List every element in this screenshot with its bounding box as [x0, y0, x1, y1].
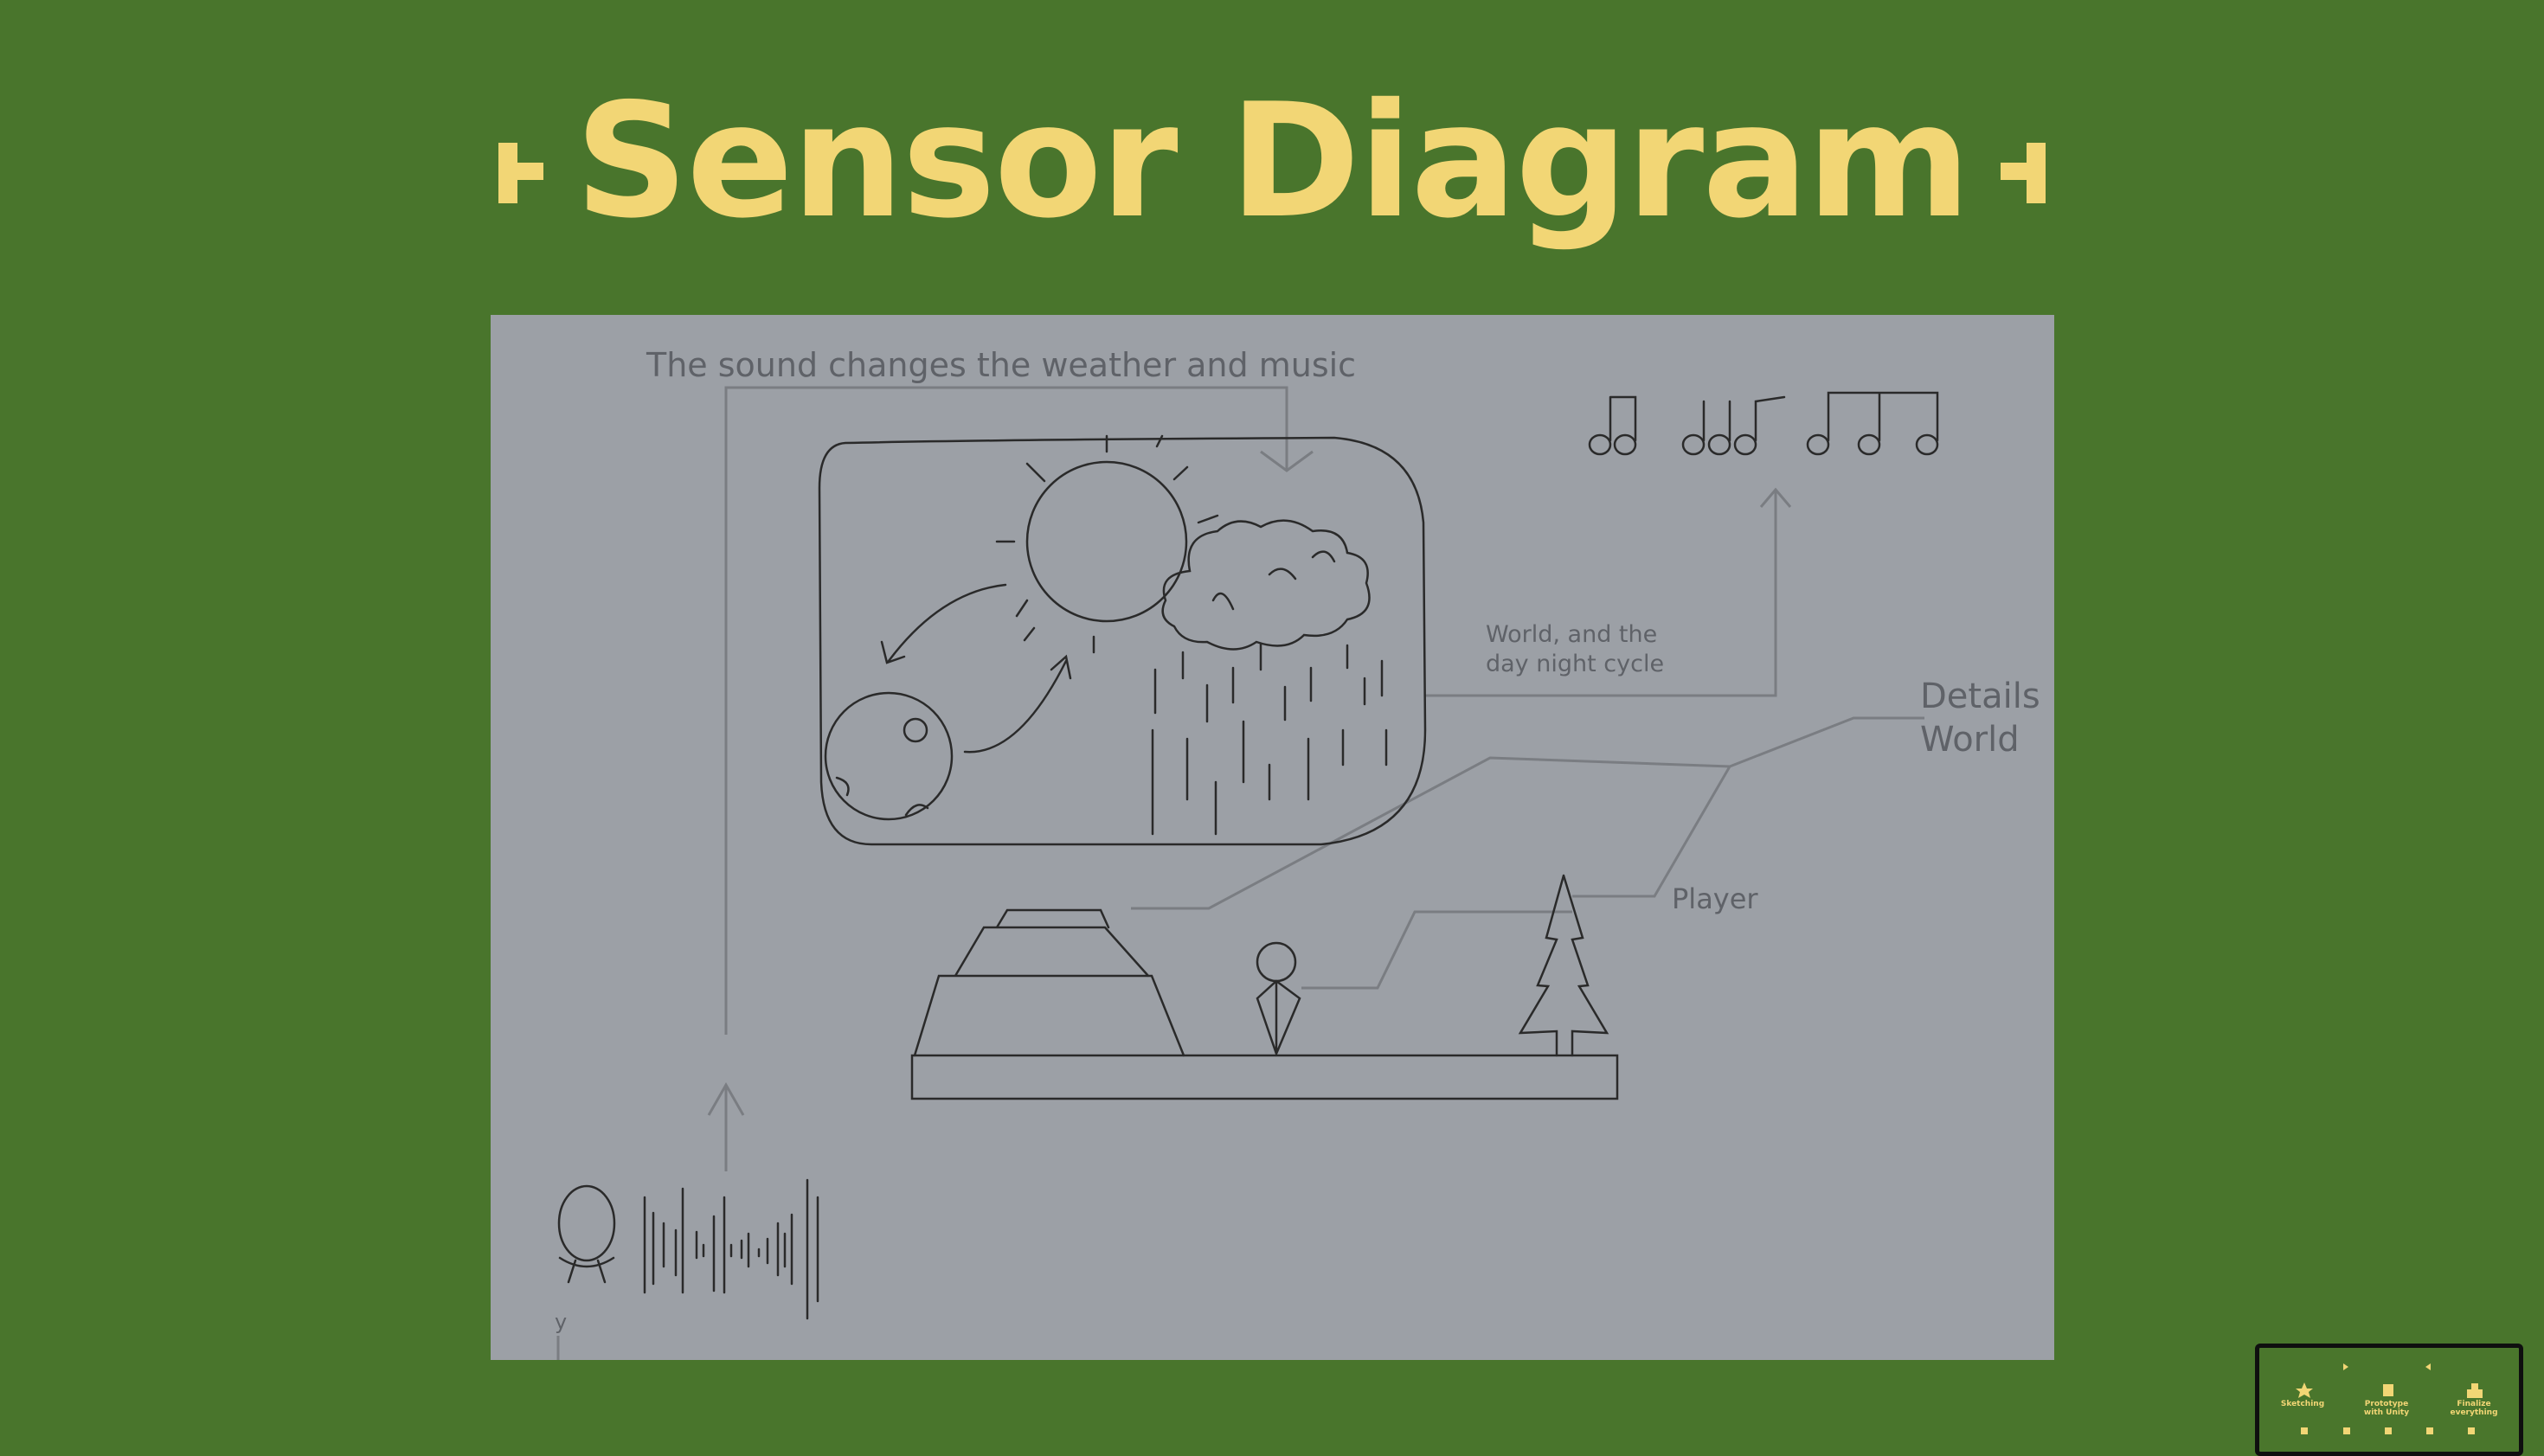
left-deco-icon — [498, 143, 544, 204]
details-connector — [1131, 716, 1924, 910]
slide-thumbnail[interactable]: Sketching Prototype with Unity Finalize … — [2255, 1344, 2523, 1456]
details-connector-2 — [1572, 766, 1731, 898]
building-icon — [913, 908, 1185, 1057]
world-label-line2: day night cycle — [1486, 651, 1665, 677]
sound-arrow-head — [1260, 450, 1314, 472]
microphone-icon — [557, 1184, 616, 1284]
thumbnail-item-sketching: Sketching — [2280, 1400, 2325, 1408]
sketch-drawing — [556, 386, 1939, 1360]
thumbnail-item-prototype: Prototype with Unity — [2363, 1400, 2410, 1417]
music-connector — [1425, 487, 1792, 697]
sun-icon — [1025, 460, 1188, 623]
player-label: Player — [1672, 882, 1758, 915]
ground-platform — [910, 1054, 1619, 1100]
weather-box — [818, 436, 1427, 846]
details-label-line2: World — [1920, 720, 2020, 760]
up-arrow — [707, 1081, 745, 1171]
thumbnail-item-finalize: Finalize everything — [2450, 1400, 2498, 1417]
sensor-diagram-slide: The sound changes the weather and music … — [491, 315, 2054, 1360]
sound-caption: The sound changes the weather and music — [646, 346, 1357, 384]
right-deco-icon — [2000, 143, 2046, 204]
music-notes-icon — [1588, 391, 1939, 456]
cloud-icon — [1161, 519, 1371, 651]
waveform-icon — [643, 1178, 819, 1320]
player-figure-icon — [1256, 941, 1301, 1057]
cycle-arrow-1 — [880, 583, 1007, 664]
world-label-line1: World, and the — [1486, 621, 1658, 648]
y-label: y — [555, 1310, 568, 1334]
sound-arrow-line — [724, 386, 1288, 1035]
moon-icon — [824, 691, 954, 821]
rain-icon — [1151, 642, 1388, 836]
title-text: Sensor Diagram — [575, 69, 1970, 253]
tree-icon — [1518, 874, 1609, 1057]
page-title: Sensor Diagram — [0, 82, 2544, 240]
player-connector — [1301, 910, 1572, 990]
cycle-arrow-2 — [963, 654, 1072, 754]
details-label-line1: Details — [1920, 677, 2040, 716]
